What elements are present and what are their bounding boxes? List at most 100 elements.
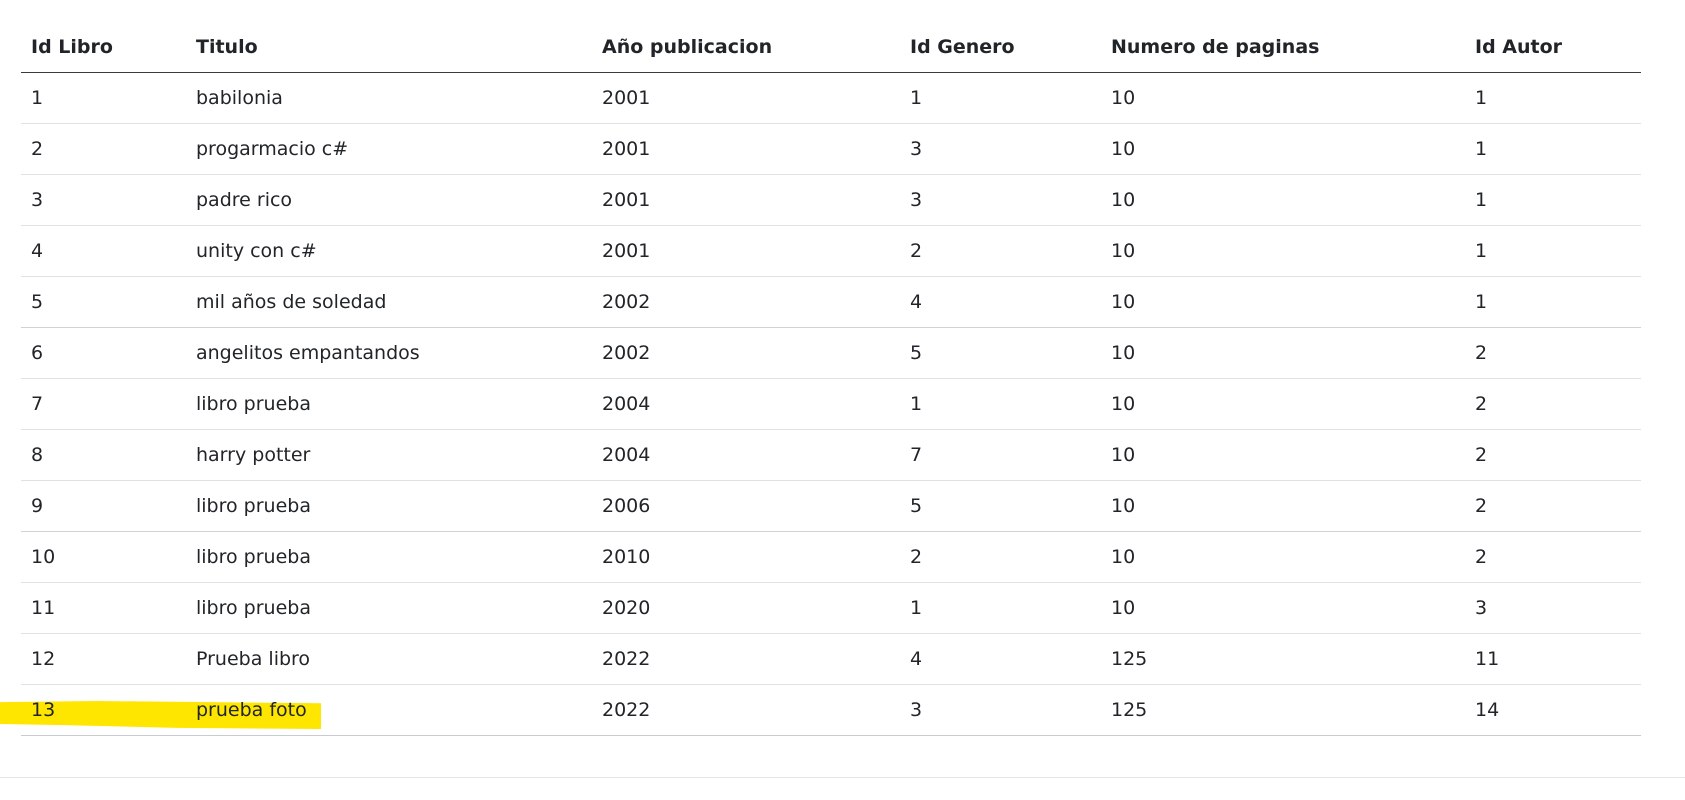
- cell-anio-publicacion-text: 2004: [602, 392, 651, 415]
- cell-id-genero-text: 3: [910, 698, 923, 721]
- cell-numero-paginas-text: 10: [1111, 290, 1136, 313]
- table-row: 4 unity con c# 2001 2 10 1: [21, 225, 1641, 277]
- cell-id-genero: 2: [900, 531, 1101, 583]
- cell-id-libro: 9: [21, 480, 186, 532]
- cell-titulo: Prueba libro: [186, 633, 592, 685]
- header-titulo: Titulo: [186, 23, 592, 73]
- cell-anio-publicacion: 2004: [592, 378, 900, 430]
- cell-anio-publicacion-text: 2002: [602, 341, 651, 364]
- table-body: 1 babilonia 2001 1 10 1 2 progarmacio c# 2001 3 10…: [21, 72, 1641, 736]
- cell-id-libro: 10: [21, 531, 186, 583]
- table-row: 11 libro prueba 2020 1 10 3: [21, 582, 1641, 634]
- table-row: 2 progarmacio c# 2001 3 10 1: [21, 123, 1641, 175]
- cell-id-genero: 3: [900, 123, 1101, 175]
- cell-id-autor-text: 2: [1475, 494, 1488, 517]
- table-row: 9 libro prueba 2006 5 10 2: [21, 480, 1641, 532]
- cell-anio-publicacion: 2001: [592, 225, 900, 277]
- cell-id-genero-text: 7: [910, 443, 923, 466]
- cell-id-libro-text: 8: [31, 443, 44, 466]
- cell-anio-publicacion: 2022: [592, 684, 900, 736]
- cell-numero-paginas: 10: [1101, 225, 1465, 277]
- cell-id-genero-text: 5: [910, 494, 923, 517]
- cell-anio-publicacion-text: 2001: [602, 188, 651, 211]
- cell-id-libro-text: 13: [31, 698, 56, 721]
- cell-id-autor: 2: [1465, 327, 1641, 379]
- cell-id-genero-text: 2: [910, 239, 923, 262]
- cell-id-libro: 11: [21, 582, 186, 634]
- cell-numero-paginas: 125: [1101, 684, 1465, 736]
- table-row: 13 prueba foto 2022 3 125 14: [21, 684, 1641, 736]
- cell-id-autor: 14: [1465, 684, 1641, 736]
- cell-id-genero: 1: [900, 582, 1101, 634]
- cell-numero-paginas-text: 125: [1111, 647, 1148, 670]
- cell-anio-publicacion-text: 2010: [602, 545, 651, 568]
- cell-id-libro-text: 6: [31, 341, 44, 364]
- cell-id-autor: 1: [1465, 225, 1641, 277]
- table-row: 1 babilonia 2001 1 10 1: [21, 72, 1641, 124]
- cell-titulo-text: padre rico: [196, 188, 293, 211]
- cell-titulo-text: libro prueba: [196, 596, 311, 619]
- cell-id-autor-text: 1: [1475, 188, 1488, 211]
- cell-id-libro: 1: [21, 72, 186, 124]
- cell-id-autor-text: 2: [1475, 341, 1488, 364]
- cell-id-autor: 2: [1465, 531, 1641, 583]
- cell-titulo-text: libro prueba: [196, 392, 311, 415]
- cell-anio-publicacion: 2001: [592, 72, 900, 124]
- cell-titulo-text: libro prueba: [196, 545, 311, 568]
- header-numero-paginas: Numero de paginas: [1101, 23, 1465, 73]
- cell-id-autor-text: 1: [1475, 239, 1488, 262]
- cell-id-autor-text: 1: [1475, 137, 1488, 160]
- cell-anio-publicacion: 2020: [592, 582, 900, 634]
- cell-titulo: libro prueba: [186, 582, 592, 634]
- books-table: Id Libro Titulo Año publicacion Id Gener…: [21, 23, 1641, 736]
- cell-id-autor-text: 14: [1475, 698, 1500, 721]
- cell-numero-paginas: 125: [1101, 633, 1465, 685]
- cell-numero-paginas-text: 10: [1111, 239, 1136, 262]
- cell-numero-paginas: 10: [1101, 480, 1465, 532]
- cell-id-libro-text: 5: [31, 290, 44, 313]
- cell-titulo: unity con c#: [186, 225, 592, 277]
- cell-anio-publicacion-text: 2002: [602, 290, 651, 313]
- cell-id-genero-text: 5: [910, 341, 923, 364]
- cell-id-genero-text: 1: [910, 596, 923, 619]
- cell-numero-paginas: 10: [1101, 531, 1465, 583]
- cell-id-libro: 4: [21, 225, 186, 277]
- cell-numero-paginas-text: 10: [1111, 188, 1136, 211]
- header-row: Id Libro Titulo Año publicacion Id Gener…: [21, 23, 1641, 73]
- cell-anio-publicacion-text: 2022: [602, 698, 651, 721]
- cell-titulo: progarmacio c#: [186, 123, 592, 175]
- cell-numero-paginas-text: 125: [1111, 698, 1148, 721]
- table-row: 8 harry potter 2004 7 10 2: [21, 429, 1641, 481]
- cell-numero-paginas-text: 10: [1111, 596, 1136, 619]
- cell-titulo-text: libro prueba: [196, 494, 311, 517]
- cell-id-genero-text: 3: [910, 188, 923, 211]
- cell-titulo-text: mil años de soledad: [196, 290, 387, 313]
- table-row: 10 libro prueba 2010 2 10 2: [21, 531, 1641, 583]
- cell-id-autor: 11: [1465, 633, 1641, 685]
- cell-id-genero: 3: [900, 174, 1101, 226]
- cell-id-libro: 6: [21, 327, 186, 379]
- cell-numero-paginas: 10: [1101, 429, 1465, 481]
- cell-anio-publicacion: 2010: [592, 531, 900, 583]
- cell-id-genero: 5: [900, 327, 1101, 379]
- cell-anio-publicacion: 2002: [592, 276, 900, 328]
- cell-anio-publicacion-text: 2006: [602, 494, 651, 517]
- cell-anio-publicacion: 2022: [592, 633, 900, 685]
- cell-id-autor-text: 1: [1475, 86, 1488, 109]
- cell-id-libro: 5: [21, 276, 186, 328]
- table-row: 12 Prueba libro 2022 4 125 11: [21, 633, 1641, 685]
- cell-id-genero: 3: [900, 684, 1101, 736]
- cell-numero-paginas-text: 10: [1111, 443, 1136, 466]
- cell-id-libro-text: 11: [31, 596, 56, 619]
- cell-numero-paginas-text: 10: [1111, 86, 1136, 109]
- cell-titulo: babilonia: [186, 72, 592, 124]
- cell-id-libro-text: 3: [31, 188, 44, 211]
- header-anio-publicacion: Año publicacion: [592, 23, 900, 73]
- table-row: 6 angelitos empantandos 2002 5 10 2: [21, 327, 1641, 379]
- cell-anio-publicacion-text: 2001: [602, 137, 651, 160]
- cell-titulo: libro prueba: [186, 378, 592, 430]
- cell-id-autor-text: 2: [1475, 545, 1488, 568]
- cell-id-libro: 2: [21, 123, 186, 175]
- cell-numero-paginas: 10: [1101, 123, 1465, 175]
- cell-id-autor-text: 2: [1475, 392, 1488, 415]
